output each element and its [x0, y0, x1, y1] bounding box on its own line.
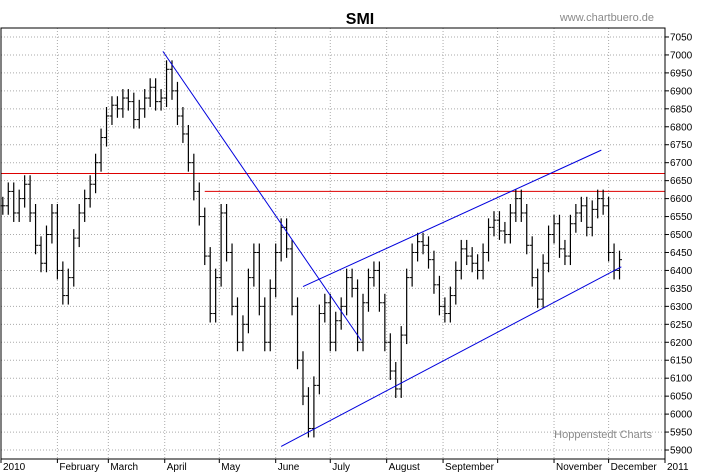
x-tick-label: November	[556, 462, 603, 472]
x-tick-label: March	[110, 462, 138, 472]
x-tick-label: June	[278, 462, 300, 472]
x-tick-label: September	[445, 462, 495, 472]
y-axis-ticks: 5900 5950 6000 6050 6100 6150 6200 6250 6300 6350…	[665, 32, 693, 457]
y-tick-label: 6850	[670, 104, 693, 115]
trendline	[280, 266, 622, 447]
chart-title: SMI	[346, 11, 374, 28]
trendline	[162, 51, 362, 341]
x-tick-label: August	[389, 462, 420, 472]
y-tick-label: 6250	[670, 320, 693, 331]
y-tick-label: 5900	[670, 446, 693, 457]
y-tick-label: 6000	[670, 410, 693, 421]
x-axis-ticks: 2010 February March April May June July August S…	[0, 459, 689, 472]
watermark-top: www.chartbuero.de	[559, 12, 654, 24]
y-tick-label: 6550	[670, 212, 693, 223]
y-tick-label: 6300	[670, 302, 693, 313]
y-tick-label: 6800	[670, 122, 693, 133]
x-tick-label: July	[332, 462, 350, 472]
watermark-bottom: Hoppenstedt Charts	[554, 429, 652, 441]
x-tick-label: 2010	[3, 462, 26, 472]
y-tick-label: 6350	[670, 284, 693, 295]
trendlines	[162, 51, 622, 447]
y-tick-label: 6900	[670, 86, 693, 97]
y-tick-label: 6400	[670, 266, 693, 277]
y-tick-label: 6500	[670, 230, 693, 241]
y-tick-label: 6750	[670, 140, 693, 151]
horizontal-lines	[1, 172, 665, 192]
y-tick-label: 6650	[670, 176, 693, 187]
y-tick-label: 7000	[670, 50, 693, 61]
x-tick-label: February	[59, 462, 99, 472]
y-tick-label: 6050	[670, 392, 693, 403]
y-tick-label: 6200	[670, 338, 693, 349]
y-tick-label: 7050	[670, 32, 693, 43]
y-tick-label: 6150	[670, 356, 693, 367]
x-tick-label: May	[221, 462, 240, 472]
x-tick-label: December	[611, 462, 658, 472]
y-tick-label: 6700	[670, 158, 693, 169]
price-bars	[0, 60, 623, 438]
y-tick-label: 6950	[670, 68, 693, 79]
x-tick-label: 2011	[667, 462, 689, 472]
x-tick-label: April	[167, 462, 187, 472]
y-tick-label: 5950	[670, 428, 693, 439]
y-tick-label: 6100	[670, 374, 693, 385]
y-tick-label: 6600	[670, 194, 693, 205]
trendline	[302, 149, 602, 288]
y-tick-label: 6450	[670, 248, 693, 259]
plot-frame	[0, 27, 666, 460]
